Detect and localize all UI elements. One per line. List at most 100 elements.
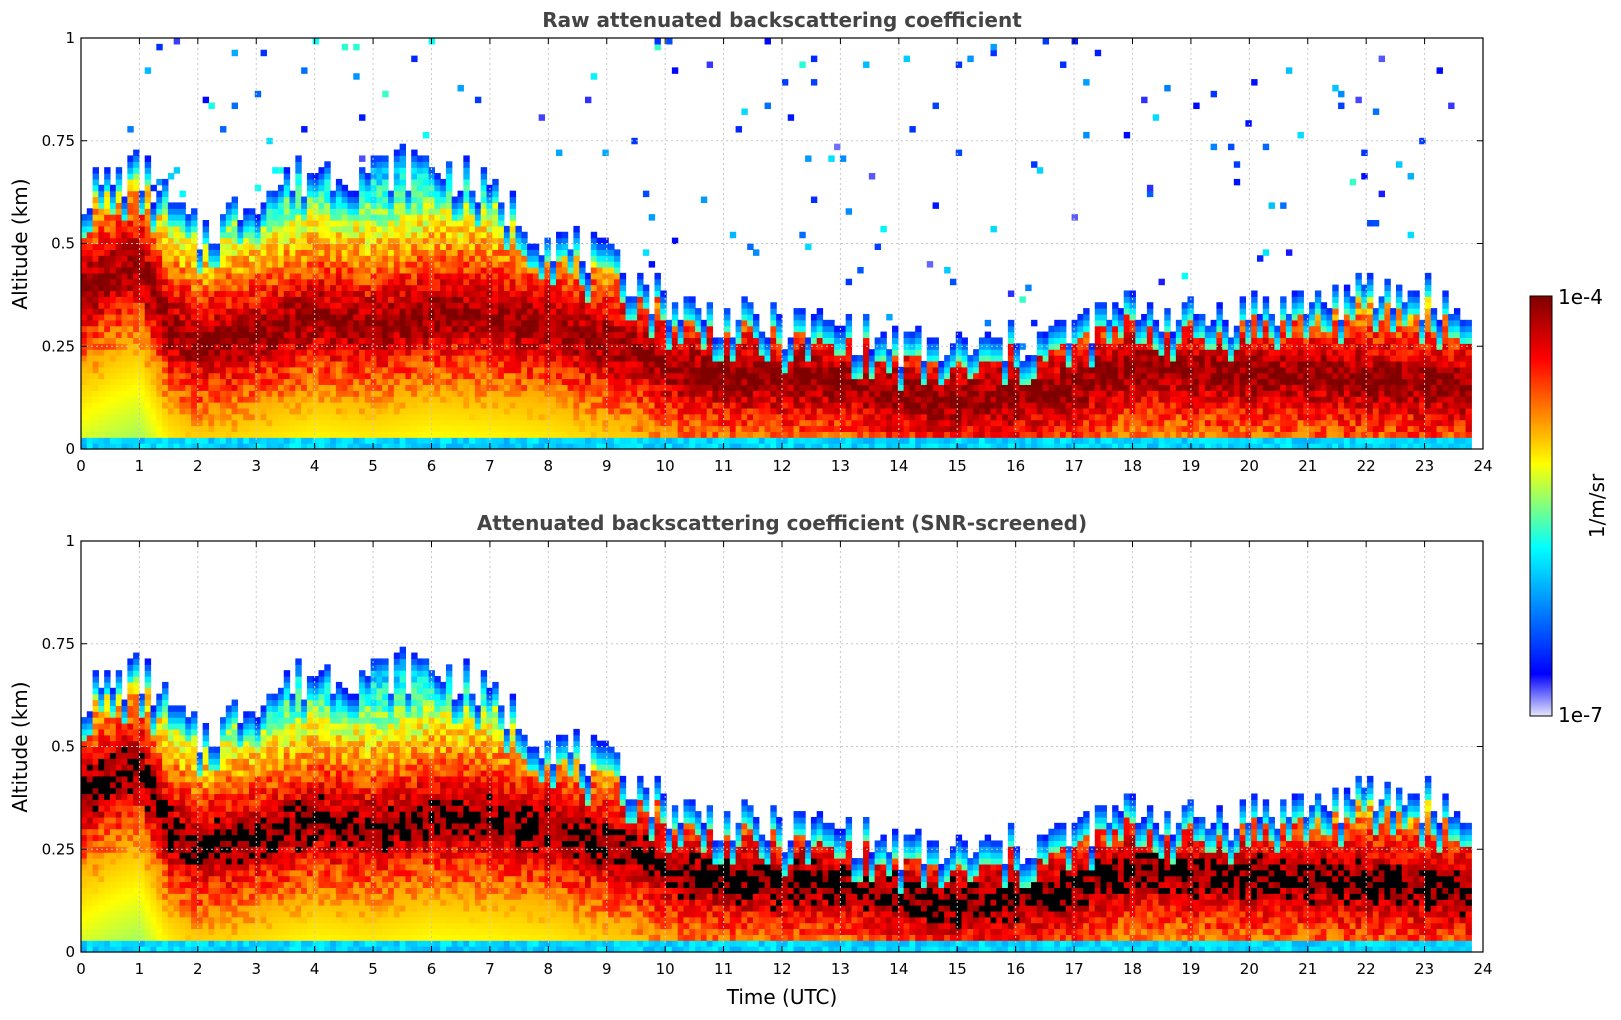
heatmap-cell bbox=[92, 225, 99, 233]
heatmap-cell bbox=[272, 402, 279, 409]
heatmap-cell bbox=[486, 308, 493, 315]
heatmap-cell bbox=[515, 278, 522, 286]
heatmap-cell bbox=[839, 419, 847, 427]
heatmap-cell bbox=[515, 249, 522, 256]
heatmap-cell bbox=[150, 249, 157, 256]
heatmap-cell bbox=[567, 413, 574, 421]
heatmap-cell bbox=[637, 308, 644, 315]
heatmap-cell bbox=[416, 425, 424, 432]
heatmap-cell bbox=[289, 208, 296, 215]
heatmap-cell bbox=[590, 249, 598, 256]
heatmap-cell bbox=[295, 313, 302, 321]
heatmap-cell bbox=[509, 413, 517, 421]
heatmap-cell bbox=[162, 396, 169, 403]
heatmap-cell bbox=[388, 208, 395, 215]
heatmap-cell bbox=[579, 360, 586, 368]
heatmap-cell bbox=[115, 378, 123, 386]
heatmap-cell bbox=[550, 343, 557, 350]
heatmap-cell bbox=[185, 255, 192, 262]
heatmap-cell bbox=[341, 378, 349, 386]
heatmap-cell bbox=[474, 419, 482, 427]
heatmap-cell bbox=[712, 413, 719, 421]
heatmap-cell bbox=[86, 261, 94, 268]
heatmap-cell bbox=[492, 349, 499, 356]
heatmap-cell bbox=[405, 413, 412, 421]
heatmap-cell bbox=[324, 202, 331, 209]
heatmap-cell bbox=[115, 349, 123, 356]
heatmap-cell bbox=[480, 319, 488, 327]
heatmap-cell bbox=[729, 349, 737, 356]
heatmap-cell bbox=[752, 325, 760, 333]
heatmap-cell bbox=[625, 437, 632, 444]
heatmap-cell bbox=[556, 325, 563, 333]
heatmap-cell bbox=[359, 372, 366, 380]
heatmap-cell bbox=[411, 261, 418, 268]
heatmap-cell bbox=[185, 231, 192, 239]
heatmap-cell bbox=[480, 190, 488, 198]
heatmap-cell bbox=[451, 437, 459, 444]
heatmap-cell bbox=[416, 343, 424, 350]
heatmap-cell bbox=[654, 425, 661, 432]
heatmap-cell bbox=[445, 384, 453, 391]
heatmap-cell bbox=[399, 284, 406, 292]
heatmap-cell bbox=[138, 419, 146, 427]
heatmap-cell bbox=[758, 331, 766, 339]
heatmap-cell bbox=[283, 425, 291, 432]
heatmap-cell bbox=[445, 161, 453, 168]
heatmap-cell bbox=[666, 425, 673, 432]
heatmap-cell bbox=[359, 407, 366, 415]
heatmap-cell bbox=[173, 237, 181, 245]
heatmap-cell bbox=[156, 278, 163, 286]
heatmap-cell bbox=[480, 214, 488, 221]
heatmap-cell bbox=[208, 325, 215, 333]
heatmap-cell bbox=[579, 384, 586, 391]
heatmap-cell bbox=[121, 413, 128, 421]
heatmap-cell bbox=[474, 366, 482, 374]
heatmap-cell bbox=[793, 419, 800, 427]
heatmap-cell bbox=[486, 437, 493, 444]
heatmap-cell bbox=[752, 384, 760, 391]
heatmap-cell bbox=[295, 437, 302, 444]
heatmap-cell bbox=[637, 337, 644, 344]
heatmap-cell bbox=[810, 372, 818, 380]
heatmap-cell bbox=[272, 443, 279, 450]
heatmap-cell bbox=[220, 249, 227, 256]
heatmap-cell bbox=[324, 190, 331, 198]
heatmap-cell bbox=[202, 319, 210, 327]
heatmap-cell bbox=[509, 284, 517, 292]
heatmap-cell bbox=[243, 208, 250, 215]
heatmap-cell bbox=[822, 407, 829, 415]
heatmap-cell bbox=[150, 296, 157, 303]
heatmap-cell bbox=[625, 366, 632, 374]
heatmap-cell bbox=[561, 296, 569, 303]
heatmap-cell bbox=[411, 290, 418, 297]
heatmap-cell bbox=[596, 266, 603, 274]
heatmap-cell bbox=[133, 413, 140, 421]
heatmap-cell bbox=[677, 437, 685, 444]
heatmap-cell bbox=[538, 390, 546, 397]
heatmap-cell bbox=[700, 384, 708, 391]
heatmap-cell bbox=[787, 360, 795, 368]
heatmap-cell bbox=[718, 407, 725, 415]
heatmap-cell bbox=[810, 431, 818, 438]
heatmap-cell bbox=[115, 214, 123, 221]
heatmap-cell bbox=[109, 419, 117, 427]
heatmap-cell bbox=[92, 302, 99, 309]
heatmap-cell bbox=[712, 407, 719, 415]
heatmap-cell bbox=[648, 419, 656, 427]
heatmap-cell bbox=[81, 237, 88, 245]
heatmap-cell bbox=[434, 413, 441, 421]
heatmap-cell bbox=[509, 378, 517, 386]
heatmap-cell bbox=[156, 202, 163, 209]
heatmap-cell bbox=[133, 272, 140, 280]
heatmap-cell bbox=[474, 337, 482, 344]
heatmap-cell bbox=[364, 396, 372, 403]
heatmap-cell bbox=[306, 402, 314, 409]
heatmap-cell bbox=[214, 437, 221, 444]
heatmap-cell bbox=[289, 384, 296, 391]
heatmap-cell bbox=[138, 290, 146, 297]
heatmap-cell bbox=[202, 331, 210, 339]
heatmap-cell bbox=[376, 184, 383, 192]
heatmap-cell bbox=[613, 437, 621, 444]
heatmap-cell bbox=[104, 220, 111, 227]
